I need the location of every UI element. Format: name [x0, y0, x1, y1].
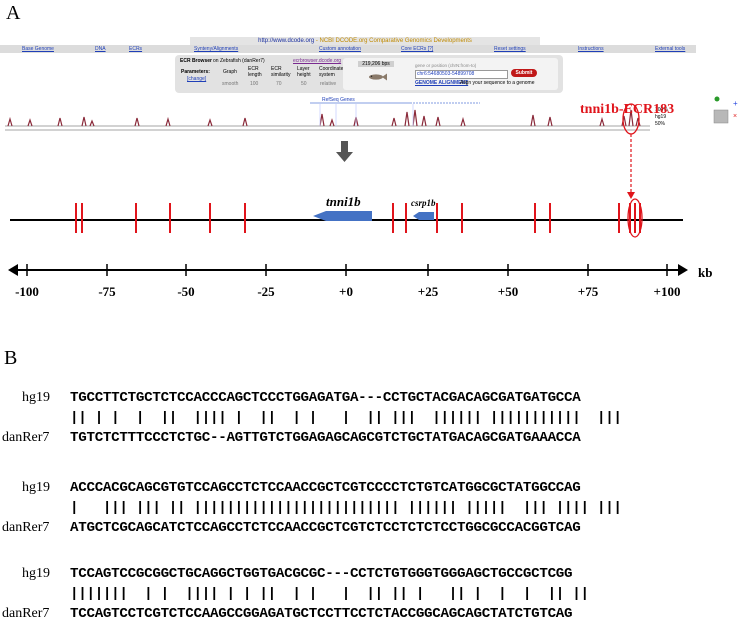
track-pct-100: 100%	[655, 107, 668, 113]
nav-item-external-tools[interactable]: External tools	[655, 46, 686, 52]
param-layer-height: Layer height	[297, 66, 311, 78]
ecr-site-link[interactable]: ecrbrowser.dcode.org	[293, 58, 342, 64]
species-top-label: hg19	[22, 566, 50, 581]
gene-hint: gene or position (chrN:from-to)	[415, 63, 477, 68]
csrp1b-label: csrp1b	[411, 198, 436, 208]
close-icon[interactable]: ×	[733, 113, 737, 120]
sequence-danrer7: ATGCTCGCAGCATCTCCAGCCTCTCCAACCGCTCGTCTCC…	[70, 520, 581, 536]
nav-item-ecrs[interactable]: ECRs	[129, 46, 143, 52]
track-hg19: hg19	[655, 114, 667, 120]
sequence-hg19: TCCAGTCCGCGGCTGCAGGCTGGTGACGCGC---CCTCTG…	[70, 566, 573, 582]
tick-label-plus-25: +25	[417, 284, 439, 299]
param-ecr-similarity: ECR similarity	[271, 66, 291, 78]
parameters-label: Parameters:	[181, 69, 210, 75]
tnni1b-label: tnni1b	[326, 194, 361, 209]
tick-label-plus-50: +50	[497, 284, 519, 299]
zoom-in-icon[interactable]: +	[733, 99, 738, 108]
nav-item-base-genome[interactable]: Base Genome	[22, 46, 54, 52]
ecr-markers	[75, 203, 641, 233]
url-suffix: - NCBI DCODE.org Comparative Genomics De…	[314, 38, 472, 44]
ecr-browser-panel: ECR Browser on Zebrafish (danRer7) ecrbr…	[175, 55, 563, 93]
ecr-browser-genome: on Zebrafish (danRer7)	[213, 58, 265, 64]
tick-label-minus-25: -25	[257, 284, 275, 299]
submit-button[interactable]: Submit	[511, 69, 537, 77]
fish-icon	[369, 73, 387, 81]
tick-label-zero: +0	[339, 284, 353, 299]
tick-label-plus-100: +100	[653, 284, 681, 299]
csrp1b-gene-arrow	[413, 212, 434, 220]
sequence-hg19: TGCCTTCTGCTCTCCACCCAGCTCCCTGGAGATGA---CC…	[70, 390, 581, 406]
gene-position-input[interactable]: chr6:54680503-54899708	[415, 70, 508, 79]
value-ecr-length: 100	[250, 81, 259, 87]
browser-url-bar: http://www.dcode.org - NCBI DCODE.org Co…	[190, 37, 540, 45]
sequence-hg19: ACCCACGCAGCGTGTCCAGCCTCTCCAACCGCTCGTCCCC…	[70, 480, 581, 496]
browser-nav-bar: Base Genome DNA ECRs Synteny/Alignments …	[0, 45, 696, 53]
sequence-danrer7: TCCAGTCCTCGTCTCCAAGCCGGAGATGCTCCTTCCTCTA…	[70, 606, 573, 622]
species-bottom-label: danRer7	[2, 520, 50, 535]
align-text: Align your sequence to a genome	[460, 80, 535, 86]
species-bottom-label: danRer7	[2, 606, 50, 621]
sequence-danrer7: TGTCTCTTTCCCTCTGC--AGTTGTCTGGAGAGCAGCGTC…	[70, 430, 581, 446]
nav-item-custom-annotation[interactable]: Custom annotation	[319, 46, 361, 52]
value-layer-height: 50	[301, 81, 307, 87]
panel-b-label: B	[4, 347, 18, 369]
genome-alignment-link[interactable]: GENOME ALIGNMENT	[415, 80, 469, 86]
refseq-genes-label: RefSeq Genes	[322, 97, 355, 103]
param-coordinate-system: Coordinate system	[319, 66, 344, 78]
ecr-label: tnni1b-ECR183	[580, 102, 675, 117]
scale-ticks	[26, 264, 668, 276]
tick-label-plus-75: +75	[577, 284, 599, 299]
match-line: ||||||| | | |||| | | || | | | || || | ||…	[70, 586, 589, 602]
ecr-arrow-head	[627, 192, 635, 199]
param-graph: Graph	[223, 69, 237, 75]
green-status-icon	[714, 96, 720, 102]
change-link[interactable]: [change]	[187, 76, 207, 82]
down-arrow-icon	[336, 141, 353, 162]
tick-label-minus-100: -100	[15, 284, 39, 299]
tick-label-minus-75: -75	[98, 284, 116, 299]
nav-item-instructions[interactable]: Instructions	[578, 46, 604, 52]
tick-label-minus-50: -50	[177, 284, 195, 299]
value-coordinate-system: relative	[320, 81, 337, 87]
value-ecr-similarity: 70	[276, 81, 282, 87]
value-graph: smooth	[222, 81, 239, 87]
match-line: || | | | || |||| | || | | | || ||| |||||…	[70, 410, 622, 426]
param-ecr-length: ECR length	[248, 66, 262, 78]
panel-a-diagram: + ×	[5, 96, 738, 276]
nav-item-core-ecrs[interactable]: Core ECRs [?]	[401, 46, 434, 52]
scale-unit: kb	[698, 265, 713, 280]
bps-count: 219,206 bps	[358, 61, 394, 67]
nav-item-reset-settings[interactable]: Reset settings	[494, 46, 526, 52]
species-bottom-label: danRer7	[2, 430, 50, 445]
conservation-track	[5, 104, 650, 131]
nav-item-dna[interactable]: DNA	[95, 46, 106, 52]
match-line: | ||| ||| || ||||||||||||||||||||||||| |…	[70, 500, 622, 516]
ecr-browser-title: ECR Browser	[180, 58, 212, 64]
species-top-label: hg19	[22, 390, 50, 405]
species-top-label: hg19	[22, 480, 50, 495]
url-prefix: http://www.dcode.org	[258, 38, 315, 44]
tnni1b-gene-arrow	[313, 211, 372, 221]
nav-item-synteny[interactable]: Synteny/Alignments	[194, 46, 239, 52]
panel-a-label: A	[6, 2, 21, 24]
ecr-highlight-ellipse	[627, 198, 643, 238]
track-pct-50: 50%	[655, 121, 666, 127]
thumbnail-icon[interactable]	[713, 109, 729, 124]
